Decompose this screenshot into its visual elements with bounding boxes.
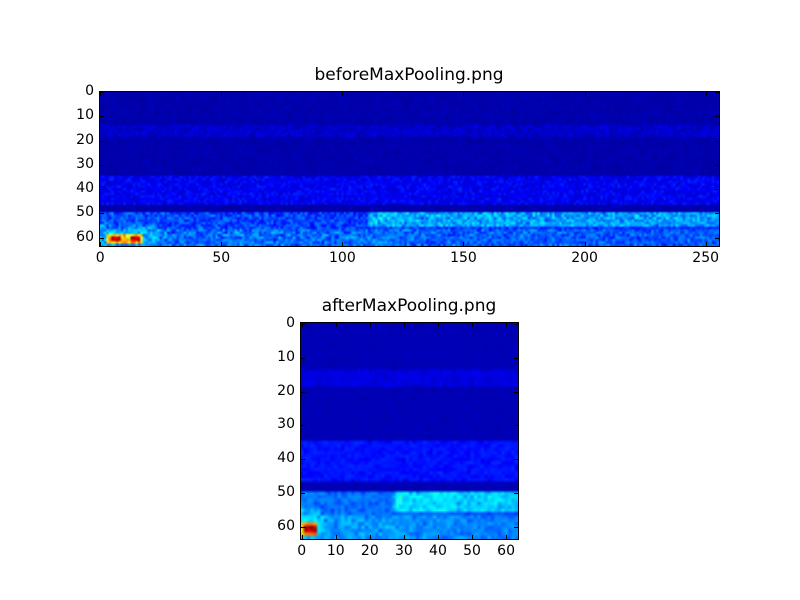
- x-tick-mark: [369, 322, 371, 327]
- heatmap-image: [99, 91, 719, 246]
- x-tick-label: 60: [497, 543, 515, 559]
- y-tick-label: 20: [76, 131, 94, 148]
- y-tick-mark: [514, 323, 519, 325]
- y-tick-mark: [300, 357, 305, 359]
- y-tick-mark: [300, 459, 305, 461]
- chart-title: afterMaxPooling.png: [321, 296, 497, 316]
- y-tick-mark: [300, 391, 305, 393]
- y-tick-mark: [715, 116, 720, 118]
- y-tick-mark: [99, 213, 104, 215]
- x-tick-label: 200: [571, 250, 598, 266]
- y-tick-label: 60: [76, 228, 94, 245]
- heatmap-image: [300, 322, 518, 539]
- y-tick-mark: [99, 189, 104, 191]
- y-tick-mark: [514, 391, 519, 393]
- y-tick-label: 10: [76, 107, 94, 124]
- y-tick-mark: [99, 164, 104, 166]
- y-tick-mark: [300, 527, 305, 529]
- x-tick-label: 0: [297, 543, 307, 559]
- y-tick-mark: [99, 237, 104, 239]
- x-tick-mark: [463, 242, 465, 247]
- y-tick-label: 60: [277, 518, 295, 535]
- x-tick-mark: [584, 91, 586, 96]
- y-tick-label: 40: [277, 450, 295, 467]
- x-tick-mark: [463, 91, 465, 96]
- y-tick-mark: [715, 237, 720, 239]
- y-tick-mark: [300, 323, 305, 325]
- y-tick-mark: [514, 459, 519, 461]
- chart-title: beforeMaxPooling.png: [314, 65, 504, 85]
- y-tick-label: 0: [286, 314, 295, 331]
- x-tick-mark: [369, 535, 371, 540]
- y-tick-mark: [99, 116, 104, 118]
- y-tick-mark: [514, 357, 519, 359]
- x-tick-mark: [100, 242, 102, 247]
- x-tick-mark: [335, 322, 337, 327]
- x-tick-label: 40: [429, 543, 447, 559]
- y-tick-mark: [514, 527, 519, 529]
- x-tick-label: 50: [212, 250, 231, 266]
- x-tick-mark: [584, 242, 586, 247]
- y-tick-mark: [300, 493, 305, 495]
- x-tick-mark: [342, 91, 344, 96]
- x-tick-mark: [403, 322, 405, 327]
- y-tick-label: 20: [277, 382, 295, 399]
- x-tick-label: 50: [463, 543, 481, 559]
- x-tick-mark: [705, 91, 707, 96]
- x-tick-label: 150: [450, 250, 477, 266]
- x-tick-mark: [221, 91, 223, 96]
- x-tick-mark: [221, 242, 223, 247]
- y-tick-mark: [715, 189, 720, 191]
- x-tick-mark: [472, 322, 474, 327]
- x-tick-mark: [335, 535, 337, 540]
- x-tick-mark: [506, 535, 508, 540]
- x-tick-label: 30: [394, 543, 413, 559]
- x-tick-label: 0: [95, 250, 105, 266]
- y-tick-label: 50: [76, 204, 94, 221]
- y-tick-mark: [514, 493, 519, 495]
- y-tick-label: 30: [277, 416, 295, 433]
- y-tick-mark: [715, 92, 720, 94]
- y-tick-mark: [514, 425, 519, 427]
- y-tick-mark: [715, 140, 720, 142]
- x-tick-label: 10: [326, 543, 345, 559]
- y-tick-mark: [715, 213, 720, 215]
- x-tick-mark: [506, 322, 508, 327]
- y-tick-mark: [99, 140, 104, 142]
- x-tick-mark: [437, 322, 439, 327]
- x-tick-mark: [705, 242, 707, 247]
- y-tick-label: 40: [76, 180, 94, 197]
- x-tick-mark: [403, 535, 405, 540]
- y-tick-mark: [715, 164, 720, 166]
- x-tick-mark: [301, 535, 303, 540]
- x-tick-mark: [100, 91, 102, 96]
- x-tick-label: 250: [692, 250, 720, 266]
- x-tick-mark: [472, 535, 474, 540]
- y-tick-label: 0: [85, 83, 94, 100]
- x-tick-mark: [437, 535, 439, 540]
- x-tick-label: 20: [360, 543, 379, 559]
- x-tick-label: 100: [329, 250, 356, 266]
- y-tick-label: 50: [277, 484, 295, 501]
- y-tick-mark: [99, 92, 104, 94]
- x-tick-mark: [342, 242, 344, 247]
- y-tick-mark: [300, 425, 305, 427]
- y-tick-label: 10: [277, 348, 295, 365]
- y-tick-label: 30: [76, 155, 94, 172]
